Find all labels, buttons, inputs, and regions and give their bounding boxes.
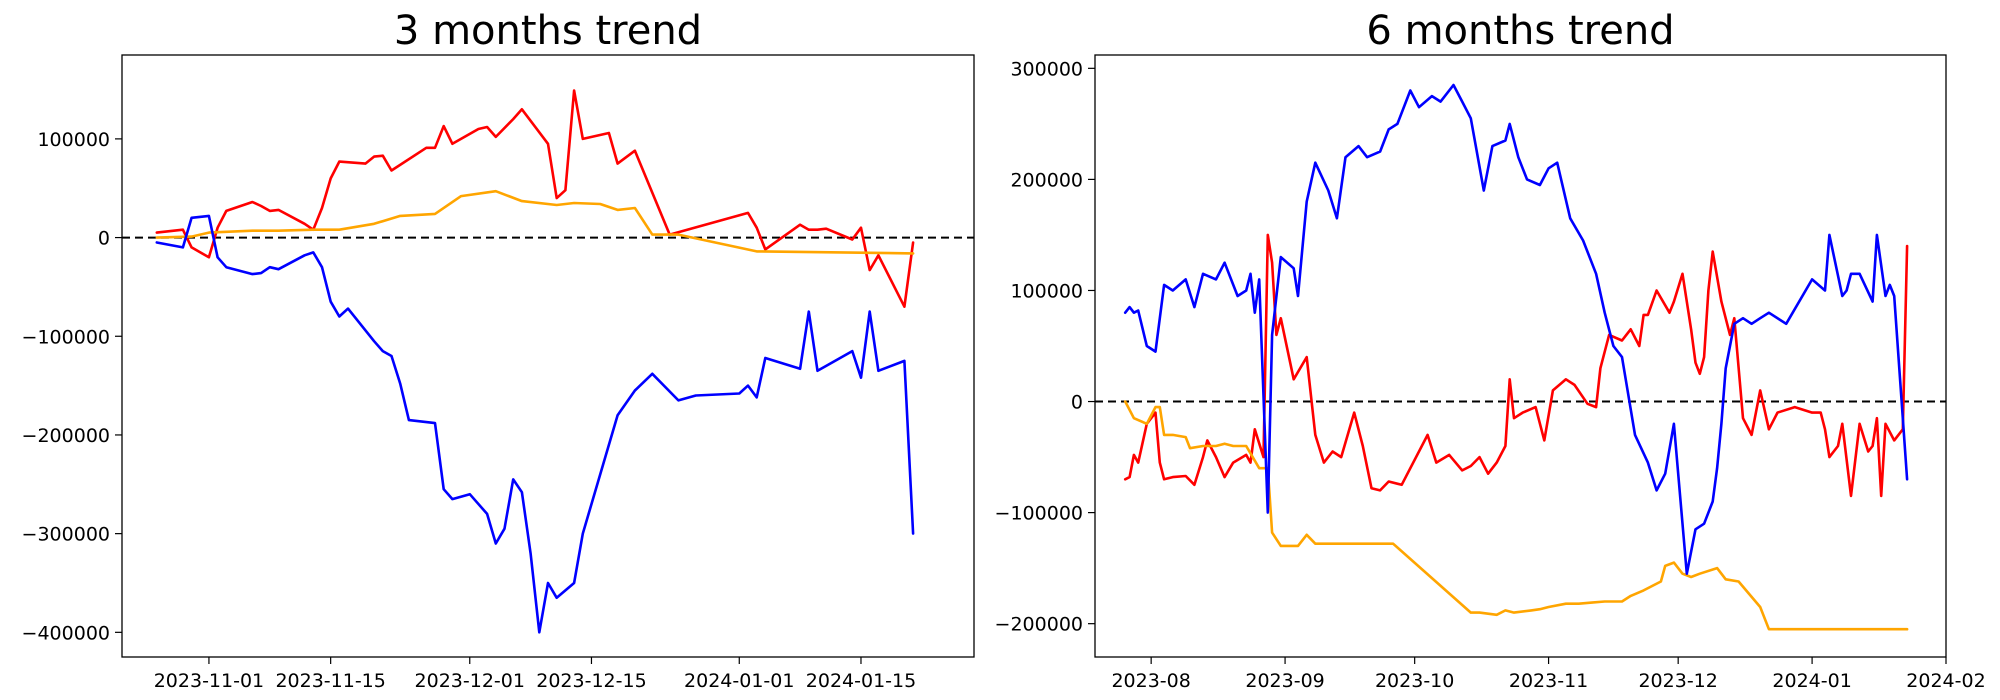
chart1-y-tick-label: 100000 — [37, 129, 110, 151]
chart2-y-tick-label: 200000 — [1010, 169, 1083, 191]
chart1-x-tick-label: 2023-12-15 — [536, 670, 646, 692]
chart2-y-tick-label: −100000 — [995, 503, 1083, 525]
chart1-x-tick-label: 2023-12-01 — [415, 670, 525, 692]
chart1-y-tick-label: −200000 — [22, 425, 110, 447]
chart2-series-line-1 — [1123, 233, 1909, 498]
chart2-x-tick-label: 2024-01 — [1772, 670, 1851, 692]
chart1-x-tick-label: 2024-01-01 — [684, 670, 794, 692]
chart1-x-tick-label: 2023-11-01 — [154, 670, 264, 692]
chart2-x-tick-label: 2024-02 — [1906, 670, 1985, 692]
chart1-x-tick-label: 2024-01-15 — [806, 670, 916, 692]
chart2-series-line-3 — [1123, 83, 1909, 576]
chart2-x-tick-label: 2023-09 — [1245, 670, 1324, 692]
chart1-series-line-3 — [155, 214, 915, 634]
chart1-y-tick-label: −300000 — [22, 524, 110, 546]
chart2-panel: 6 months trend 2023-08 2023-09 2023-10 2023-… — [995, 8, 1986, 692]
chart2-series-line-2 — [1123, 400, 1909, 631]
chart2-y-tick-label: 0 — [1071, 392, 1083, 414]
chart1-series-line-1 — [155, 89, 915, 309]
chart1-x-tick-label: 2023-11-15 — [275, 670, 385, 692]
chart2-plot-frame — [1094, 54, 1947, 658]
chart1-title: 3 months trend — [394, 8, 702, 54]
chart2-title: 6 months trend — [1366, 8, 1674, 54]
chart2-y-tick-label: 300000 — [1010, 58, 1083, 80]
chart1-series-line-2 — [155, 189, 915, 255]
chart1-y-tick-label: −400000 — [22, 622, 110, 644]
chart1-y-tick-label: −100000 — [22, 326, 110, 348]
chart2-x-tick-label: 2023-12 — [1638, 670, 1717, 692]
chart2-x-tick-label: 2023-11 — [1509, 670, 1588, 692]
chart1-y-tick-label: 0 — [98, 228, 110, 250]
chart2-y-tick-label: −200000 — [995, 614, 1083, 636]
chart1-plot-frame — [121, 54, 975, 658]
chart1-panel: 3 months trend 2023-11-01 2023-11-15 2023-1… — [22, 8, 975, 692]
chart2-x-tick-label: 2023-08 — [1111, 670, 1190, 692]
chart2-y-tick-label: 100000 — [1010, 280, 1083, 302]
chart2-x-tick-label: 2023-10 — [1375, 670, 1454, 692]
